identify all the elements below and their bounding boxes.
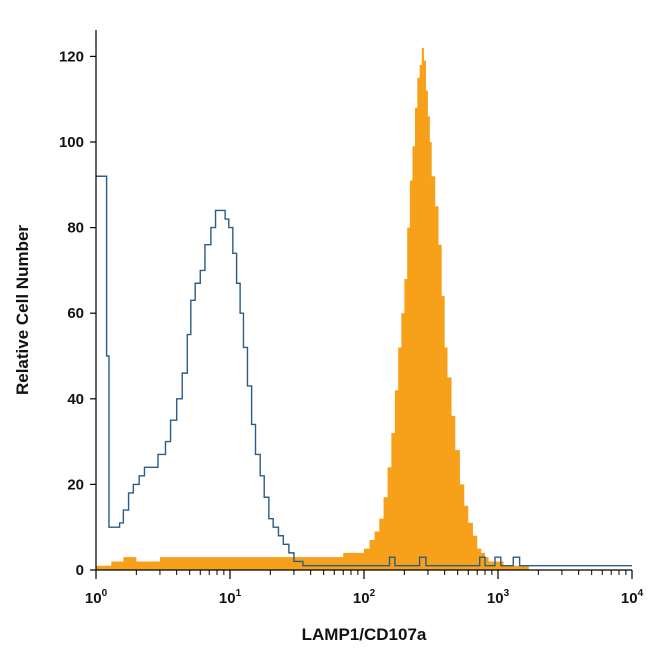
- y-tick-label: 20: [67, 476, 84, 493]
- y-tick-label: 120: [59, 48, 84, 65]
- x-axis-ticks: 100 101 102 103 104: [85, 570, 644, 607]
- y-tick-label: 60: [67, 305, 84, 322]
- x-tick-label: 102: [353, 588, 376, 607]
- x-tick-label: 104: [621, 588, 644, 607]
- y-tick-label: 40: [67, 391, 84, 408]
- plot-area: [96, 47, 632, 570]
- y-axis-title: Relative Cell Number: [13, 225, 32, 395]
- x-tick-label: 103: [487, 588, 510, 607]
- y-tick-label: 80: [67, 220, 84, 237]
- series-1-filled-histogram: [96, 47, 529, 570]
- x-tick-label: 100: [85, 588, 108, 607]
- y-axis-ticks: 0 20 40 60 80 100 120: [59, 48, 96, 579]
- x-axis-title: LAMP1/CD107a: [302, 625, 427, 644]
- y-tick-label: 100: [59, 134, 84, 151]
- y-tick-label: 0: [76, 562, 84, 579]
- x-tick-label: 101: [219, 588, 242, 607]
- series-0-outline-histogram: [96, 175, 632, 567]
